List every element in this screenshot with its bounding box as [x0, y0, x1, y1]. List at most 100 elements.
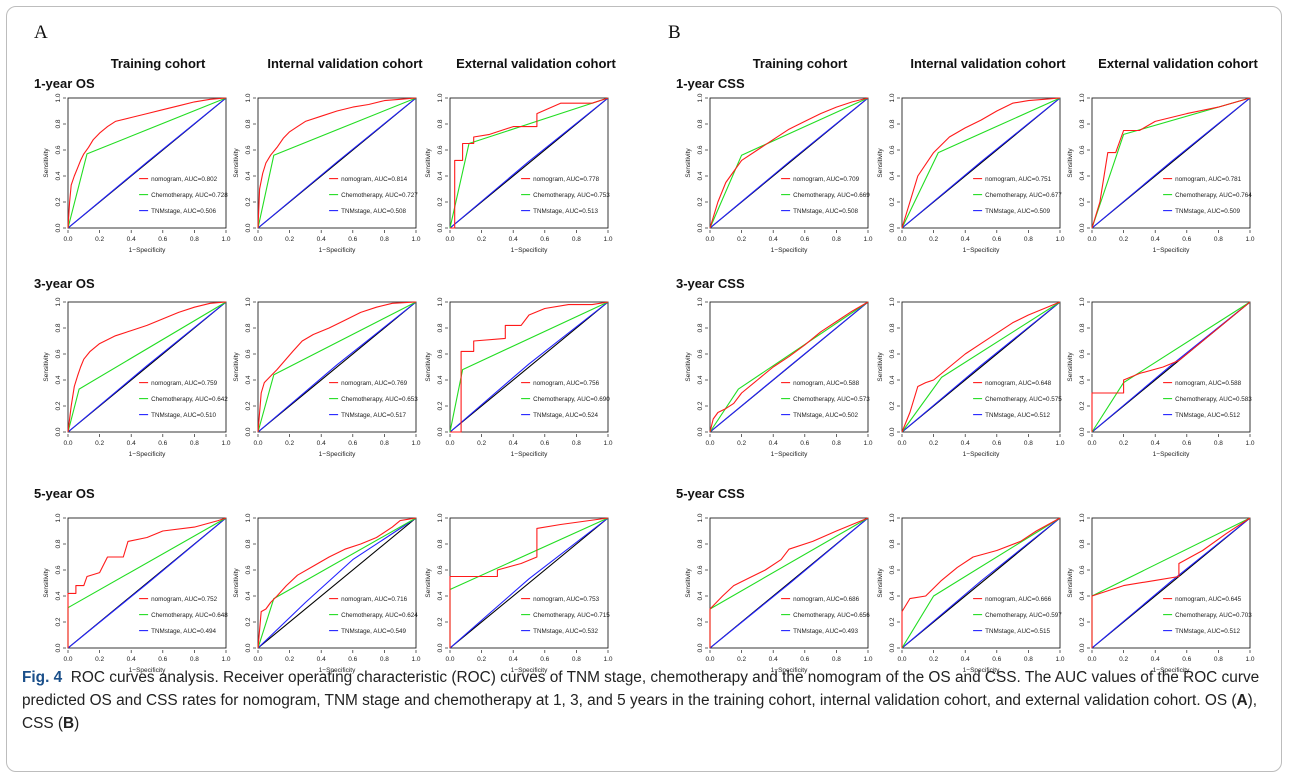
reference-diagonal: [449, 301, 609, 433]
x-tick-label: 1.0: [221, 440, 230, 447]
x-tick-label: 0.8: [1024, 440, 1033, 447]
row-title-a-1: 1-year OS: [34, 76, 95, 91]
x-tick-label: 0.0: [897, 656, 906, 663]
figure-frame: [6, 6, 1282, 772]
legend-label: TNMstage, AUC=0.506: [151, 208, 216, 215]
series-line-nomogram: [257, 301, 417, 433]
series-line-tnmstage: [1091, 97, 1251, 229]
y-tick-label: 0.0: [1079, 223, 1086, 232]
y-axis-label: Sensitivity: [233, 568, 240, 598]
y-tick-label: 0.0: [697, 223, 704, 232]
y-tick-label: 0.2: [245, 617, 252, 626]
x-tick-label: 0.6: [1182, 236, 1191, 243]
x-tick-label: 0.0: [63, 236, 72, 243]
y-tick-label: 1.0: [889, 93, 896, 102]
x-tick-label: 0.6: [800, 440, 809, 447]
plot-area: [67, 301, 227, 433]
x-tick-label: 0.2: [737, 236, 746, 243]
x-tick-label: 0.0: [445, 440, 454, 447]
legend-label: TNMstage, AUC=0.493: [793, 628, 858, 635]
y-tick-label: 0.6: [889, 145, 896, 154]
x-axis-label: 1−Specificity: [771, 247, 808, 254]
y-tick-label: 0.6: [697, 145, 704, 154]
x-tick-label: 0.8: [832, 440, 841, 447]
y-tick-label: 1.0: [55, 297, 62, 306]
series-line-chemotherapy: [901, 301, 1061, 433]
x-tick-label: 0.2: [1119, 440, 1128, 447]
legend-label: nomogram, AUC=0.802: [151, 176, 217, 183]
x-tick-label: 0.8: [190, 236, 199, 243]
legend-label: nomogram, AUC=0.751: [985, 176, 1051, 183]
plot-area: [901, 517, 1061, 649]
legend-label: nomogram, AUC=0.588: [1175, 380, 1241, 387]
x-axis-label: 1−Specificity: [1153, 247, 1190, 254]
series-line-tnmstage: [709, 301, 869, 433]
y-tick-label: 1.0: [245, 93, 252, 102]
x-tick-label: 0.4: [317, 440, 326, 447]
y-tick-label: 0.4: [697, 375, 704, 384]
x-tick-label: 0.4: [317, 236, 326, 243]
y-tick-label: 0.8: [889, 119, 896, 128]
y-axis-label: Sensitivity: [1067, 568, 1074, 598]
series-line-nomogram: [450, 301, 609, 433]
roc-chart-a-2: 0.00.0 0.2 0.2 0.4 0.4 0.6 0.6 0.8 0.8 1.0 1.0 1−Sp…: [425, 93, 613, 254]
column-title-a-training: Training cohort: [110, 56, 206, 71]
x-tick-label: 0.4: [1151, 656, 1160, 663]
x-tick-label: 0.4: [1151, 440, 1160, 447]
y-tick-label: 0.2: [697, 617, 704, 626]
y-tick-label: 0.0: [889, 643, 896, 652]
x-tick-label: 0.8: [572, 236, 581, 243]
x-tick-label: 0.2: [95, 440, 104, 447]
y-tick-label: 0.6: [697, 349, 704, 358]
y-axis-label: Sensitivity: [1067, 148, 1074, 178]
y-tick-label: 0.2: [1079, 617, 1086, 626]
x-tick-label: 0.8: [190, 656, 199, 663]
series-line-tnmstage: [709, 517, 869, 649]
x-tick-label: 1.0: [863, 236, 872, 243]
x-tick-label: 1.0: [1245, 440, 1254, 447]
x-tick-label: 0.0: [1087, 440, 1096, 447]
series-line-chemotherapy: [709, 97, 869, 229]
y-tick-label: 0.8: [437, 539, 444, 548]
y-tick-label: 0.6: [1079, 145, 1086, 154]
series-line-tnmstage: [1091, 517, 1251, 649]
x-axis-label: 1−Specificity: [511, 667, 548, 674]
legend-label: nomogram, AUC=0.648: [985, 380, 1051, 387]
y-tick-label: 0.8: [245, 323, 252, 332]
series-line-nomogram: [257, 517, 417, 649]
x-tick-label: 0.6: [1182, 656, 1191, 663]
y-tick-label: 0.6: [889, 565, 896, 574]
x-tick-label: 0.8: [1214, 656, 1223, 663]
y-tick-label: 0.8: [1079, 539, 1086, 548]
plot-area: [709, 97, 869, 229]
legend-label: Chemotherapy, AUC=0.597: [985, 612, 1062, 619]
x-tick-label: 1.0: [603, 236, 612, 243]
legend-label: nomogram, AUC=0.716: [341, 596, 407, 603]
x-tick-label: 0.0: [897, 440, 906, 447]
x-tick-label: 0.2: [929, 656, 938, 663]
y-tick-label: 0.4: [55, 171, 62, 180]
series-line-nomogram: [901, 517, 1061, 648]
y-tick-label: 0.4: [437, 171, 444, 180]
series-line-nomogram: [257, 97, 417, 229]
y-tick-label: 0.6: [697, 565, 704, 574]
y-axis-label: Sensitivity: [233, 352, 240, 382]
legend-label: TNMstage, AUC=0.513: [533, 208, 598, 215]
y-tick-label: 0.2: [55, 617, 62, 626]
y-tick-label: 1.0: [437, 513, 444, 522]
y-tick-label: 1.0: [889, 513, 896, 522]
x-tick-label: 0.2: [285, 656, 294, 663]
legend-label: TNMstage, AUC=0.509: [1175, 208, 1240, 215]
series-line-nomogram: [1091, 97, 1251, 229]
y-tick-label: 0.6: [1079, 565, 1086, 574]
x-tick-label: 0.4: [961, 440, 970, 447]
y-tick-label: 0.8: [55, 323, 62, 332]
y-tick-label: 1.0: [1079, 93, 1086, 102]
legend-label: TNMstage, AUC=0.502: [793, 412, 858, 419]
y-tick-label: 0.8: [697, 539, 704, 548]
y-tick-label: 0.4: [245, 171, 252, 180]
x-axis-label: 1−Specificity: [963, 247, 1000, 254]
y-tick-label: 0.4: [55, 591, 62, 600]
series-line-chemotherapy: [257, 301, 417, 433]
y-tick-label: 0.2: [697, 197, 704, 206]
